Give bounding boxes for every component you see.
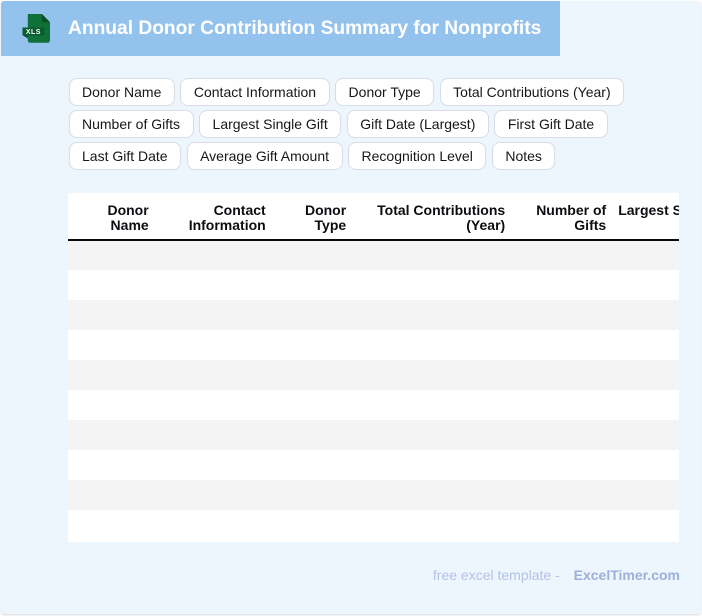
svg-text:XLS: XLS	[26, 29, 41, 36]
